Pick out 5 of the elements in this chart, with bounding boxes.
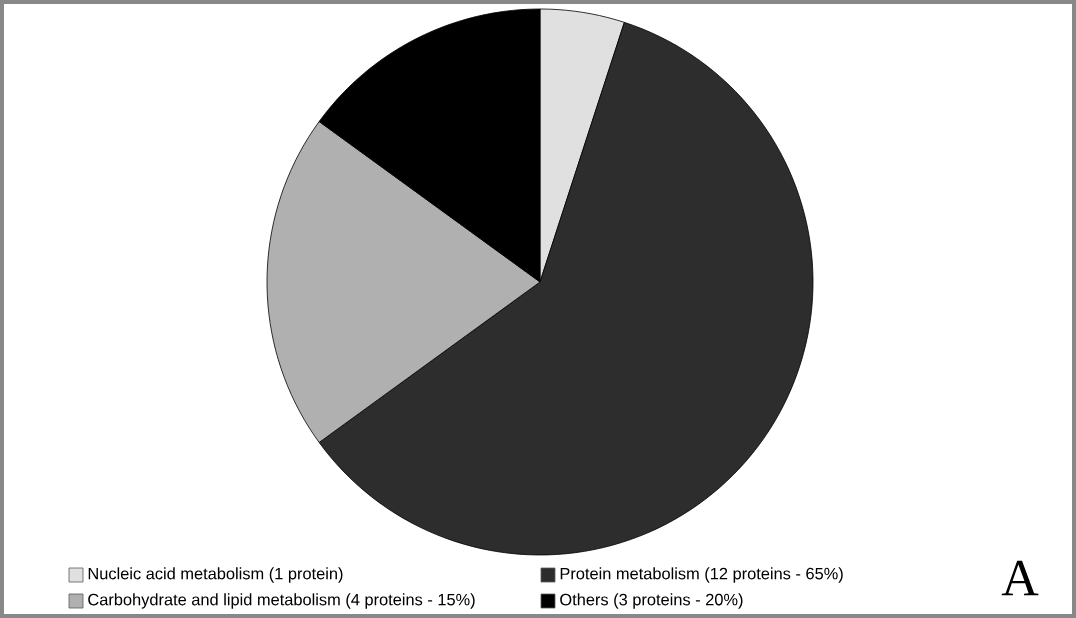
legend-label: Others (3 proteins - 20%) [560, 593, 743, 609]
text: A [1001, 560, 1039, 596]
legend-label: Protein metabolism (12 proteins - 65%) [560, 567, 843, 583]
legend-label: Nucleic acid metabolism (1 protein) [88, 567, 343, 583]
legend-label: Carbohydrate and lipid metabolism (4 proteins - 15%) [88, 593, 475, 609]
